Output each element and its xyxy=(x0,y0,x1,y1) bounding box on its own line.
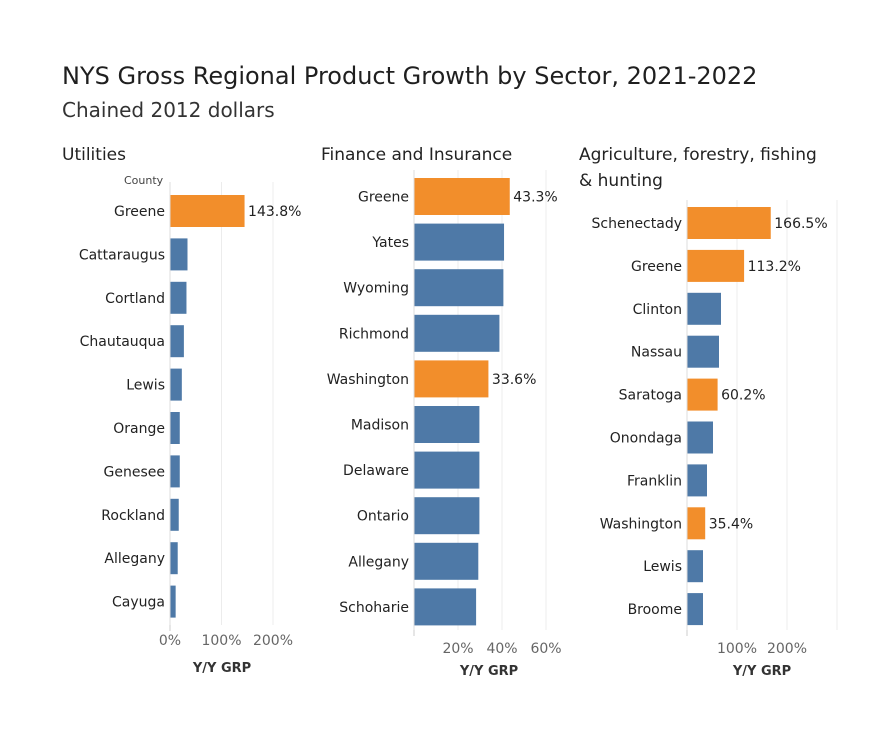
category-label: Onondaga xyxy=(610,431,682,447)
bar[interactable] xyxy=(414,269,504,307)
bar[interactable] xyxy=(170,368,182,401)
bar[interactable] xyxy=(414,178,510,215)
bar[interactable] xyxy=(170,325,184,358)
bar[interactable] xyxy=(687,593,704,626)
category-label: Wyoming xyxy=(343,281,409,297)
x-tick-label: 100% xyxy=(201,633,241,649)
category-label: Allegany xyxy=(348,554,409,570)
category-label: Greene xyxy=(631,259,682,275)
category-label: Greene xyxy=(114,204,165,220)
panel-title-utilities: Utilities xyxy=(62,145,126,165)
category-label: Lewis xyxy=(126,378,165,394)
chart-subtitle: Chained 2012 dollars xyxy=(62,98,275,122)
category-label: Schoharie xyxy=(339,600,409,616)
bar[interactable] xyxy=(414,588,477,626)
data-label: 143.8% xyxy=(248,204,301,220)
category-label: Chautauqua xyxy=(80,334,165,350)
bar[interactable] xyxy=(170,542,178,575)
category-label: Ontario xyxy=(357,509,409,525)
category-label: Greene xyxy=(358,190,409,206)
data-label: 35.4% xyxy=(709,516,753,532)
data-label: 43.3% xyxy=(513,190,557,206)
bar[interactable] xyxy=(687,550,704,583)
x-axis-label: Y/Y GRP xyxy=(192,661,251,676)
bar[interactable] xyxy=(414,314,500,352)
x-tick-label: 200% xyxy=(767,641,807,657)
bar[interactable] xyxy=(170,585,176,618)
bar[interactable] xyxy=(414,223,505,261)
category-label: Washington xyxy=(327,372,409,388)
category-label: Lewis xyxy=(643,559,682,575)
bar[interactable] xyxy=(414,451,480,489)
bar[interactable] xyxy=(687,464,708,497)
category-label: Yates xyxy=(371,235,409,251)
county-column-header: County xyxy=(124,174,164,187)
bar[interactable] xyxy=(687,335,720,368)
bar[interactable] xyxy=(687,421,714,454)
data-label: 33.6% xyxy=(492,372,536,388)
category-label: Madison xyxy=(351,418,409,434)
category-label: Orange xyxy=(113,421,165,437)
x-axis-label: Y/Y GRP xyxy=(459,664,518,679)
data-label: 113.2% xyxy=(748,259,801,275)
bar[interactable] xyxy=(687,378,718,411)
bar[interactable] xyxy=(687,207,771,239)
data-label: 60.2% xyxy=(721,388,765,404)
category-label: Schenectady xyxy=(592,216,683,232)
bar[interactable] xyxy=(170,498,179,531)
category-label: Nassau xyxy=(631,345,682,361)
category-label: Washington xyxy=(600,516,682,532)
category-label: Saratoga xyxy=(619,388,682,404)
category-label: Clinton xyxy=(633,302,682,318)
bar[interactable] xyxy=(170,238,188,271)
bar[interactable] xyxy=(687,249,745,282)
chart-title: NYS Gross Regional Product Growth by Sec… xyxy=(62,62,758,90)
category-label: Rockland xyxy=(101,508,165,524)
category-label: Allegany xyxy=(104,551,165,567)
bar[interactable] xyxy=(414,406,480,443)
category-label: Cortland xyxy=(105,291,165,307)
x-tick-label: 0% xyxy=(159,633,181,649)
x-tick-label: 100% xyxy=(717,641,757,657)
bar[interactable] xyxy=(170,455,180,488)
bar[interactable] xyxy=(414,497,480,535)
category-label: Delaware xyxy=(343,463,409,479)
bar[interactable] xyxy=(687,292,722,325)
category-label: Richmond xyxy=(339,326,409,342)
category-label: Franklin xyxy=(627,473,682,489)
x-tick-label: 60% xyxy=(530,641,561,657)
x-tick-label: 20% xyxy=(442,641,473,657)
bar[interactable] xyxy=(687,507,706,540)
bar[interactable] xyxy=(170,281,187,314)
bar[interactable] xyxy=(414,360,489,398)
data-label: 166.5% xyxy=(774,216,827,232)
x-axis-label: Y/Y GRP xyxy=(732,664,791,679)
category-label: Genesee xyxy=(104,464,165,480)
bar[interactable] xyxy=(170,195,245,227)
bar[interactable] xyxy=(170,412,180,444)
panel-title-agriculture: Agriculture, forestry, fishing & hunting xyxy=(579,145,817,191)
category-label: Cattaraugus xyxy=(79,247,165,263)
bar[interactable] xyxy=(414,542,479,580)
x-tick-label: 40% xyxy=(486,641,517,657)
panel-title-finance: Finance and Insurance xyxy=(321,145,513,165)
x-tick-label: 200% xyxy=(253,633,293,649)
category-label: Cayuga xyxy=(112,595,165,611)
category-label: Broome xyxy=(628,602,682,618)
